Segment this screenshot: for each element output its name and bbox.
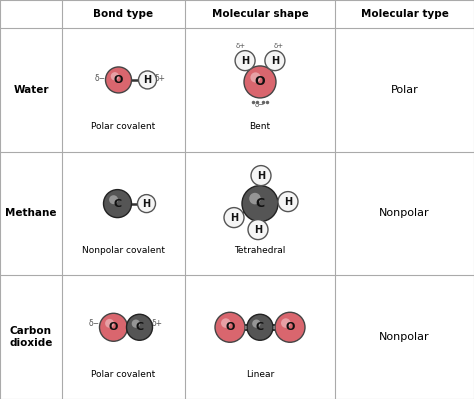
Circle shape: [224, 207, 244, 227]
Text: H: H: [241, 55, 249, 66]
Circle shape: [132, 320, 140, 328]
Circle shape: [106, 67, 131, 93]
Text: Water: Water: [13, 85, 49, 95]
Text: O: O: [109, 322, 118, 332]
Text: Nonpolar: Nonpolar: [379, 332, 430, 342]
Circle shape: [105, 319, 114, 328]
Text: Polar covalent: Polar covalent: [91, 122, 155, 131]
Circle shape: [249, 193, 261, 204]
Circle shape: [111, 72, 119, 81]
Circle shape: [235, 51, 255, 71]
Text: δ+: δ+: [155, 75, 166, 83]
Text: H: H: [143, 199, 151, 209]
Circle shape: [251, 166, 271, 186]
Text: C: C: [113, 199, 121, 209]
Circle shape: [109, 195, 118, 204]
Circle shape: [215, 312, 245, 342]
Text: C: C: [255, 197, 264, 210]
Circle shape: [221, 318, 230, 328]
Text: H: H: [230, 213, 238, 223]
Text: C: C: [256, 322, 264, 332]
Circle shape: [100, 313, 128, 341]
Circle shape: [244, 66, 276, 98]
Text: Molecular type: Molecular type: [361, 9, 448, 19]
Text: δ+: δ+: [236, 43, 246, 49]
Text: H: H: [144, 75, 152, 85]
Text: C: C: [136, 322, 144, 332]
Circle shape: [242, 186, 278, 221]
Text: H: H: [271, 55, 279, 66]
Circle shape: [103, 190, 131, 217]
Text: H: H: [284, 197, 292, 207]
Text: δ−: δ−: [95, 75, 106, 83]
Circle shape: [127, 314, 153, 340]
Circle shape: [248, 219, 268, 240]
Circle shape: [275, 312, 305, 342]
Text: H: H: [254, 225, 262, 235]
Text: Tetrahedral: Tetrahedral: [234, 246, 286, 255]
Text: O: O: [285, 322, 295, 332]
Circle shape: [137, 195, 155, 213]
Text: δ+: δ+: [274, 43, 284, 49]
Text: O: O: [255, 75, 265, 89]
Text: H: H: [257, 171, 265, 181]
Circle shape: [247, 314, 273, 340]
Text: Bent: Bent: [249, 122, 271, 131]
Text: Nonpolar: Nonpolar: [379, 209, 430, 219]
Text: δ+: δ+: [152, 319, 163, 328]
Text: O: O: [225, 322, 235, 332]
Text: Nonpolar covalent: Nonpolar covalent: [82, 246, 165, 255]
Text: δ−: δ−: [89, 319, 100, 328]
Text: Polar covalent: Polar covalent: [91, 370, 155, 379]
Text: δ−: δ−: [255, 102, 265, 108]
Text: Polar: Polar: [391, 85, 419, 95]
Circle shape: [250, 72, 261, 83]
Circle shape: [278, 192, 298, 211]
Circle shape: [281, 318, 291, 328]
Circle shape: [138, 71, 156, 89]
Circle shape: [265, 51, 285, 71]
Text: Methane: Methane: [5, 209, 57, 219]
Circle shape: [252, 320, 261, 328]
Text: O: O: [114, 75, 123, 85]
Text: Carbon
dioxide: Carbon dioxide: [9, 326, 53, 348]
Text: Bond type: Bond type: [93, 9, 154, 19]
Text: Molecular shape: Molecular shape: [211, 9, 309, 19]
Text: Linear: Linear: [246, 370, 274, 379]
